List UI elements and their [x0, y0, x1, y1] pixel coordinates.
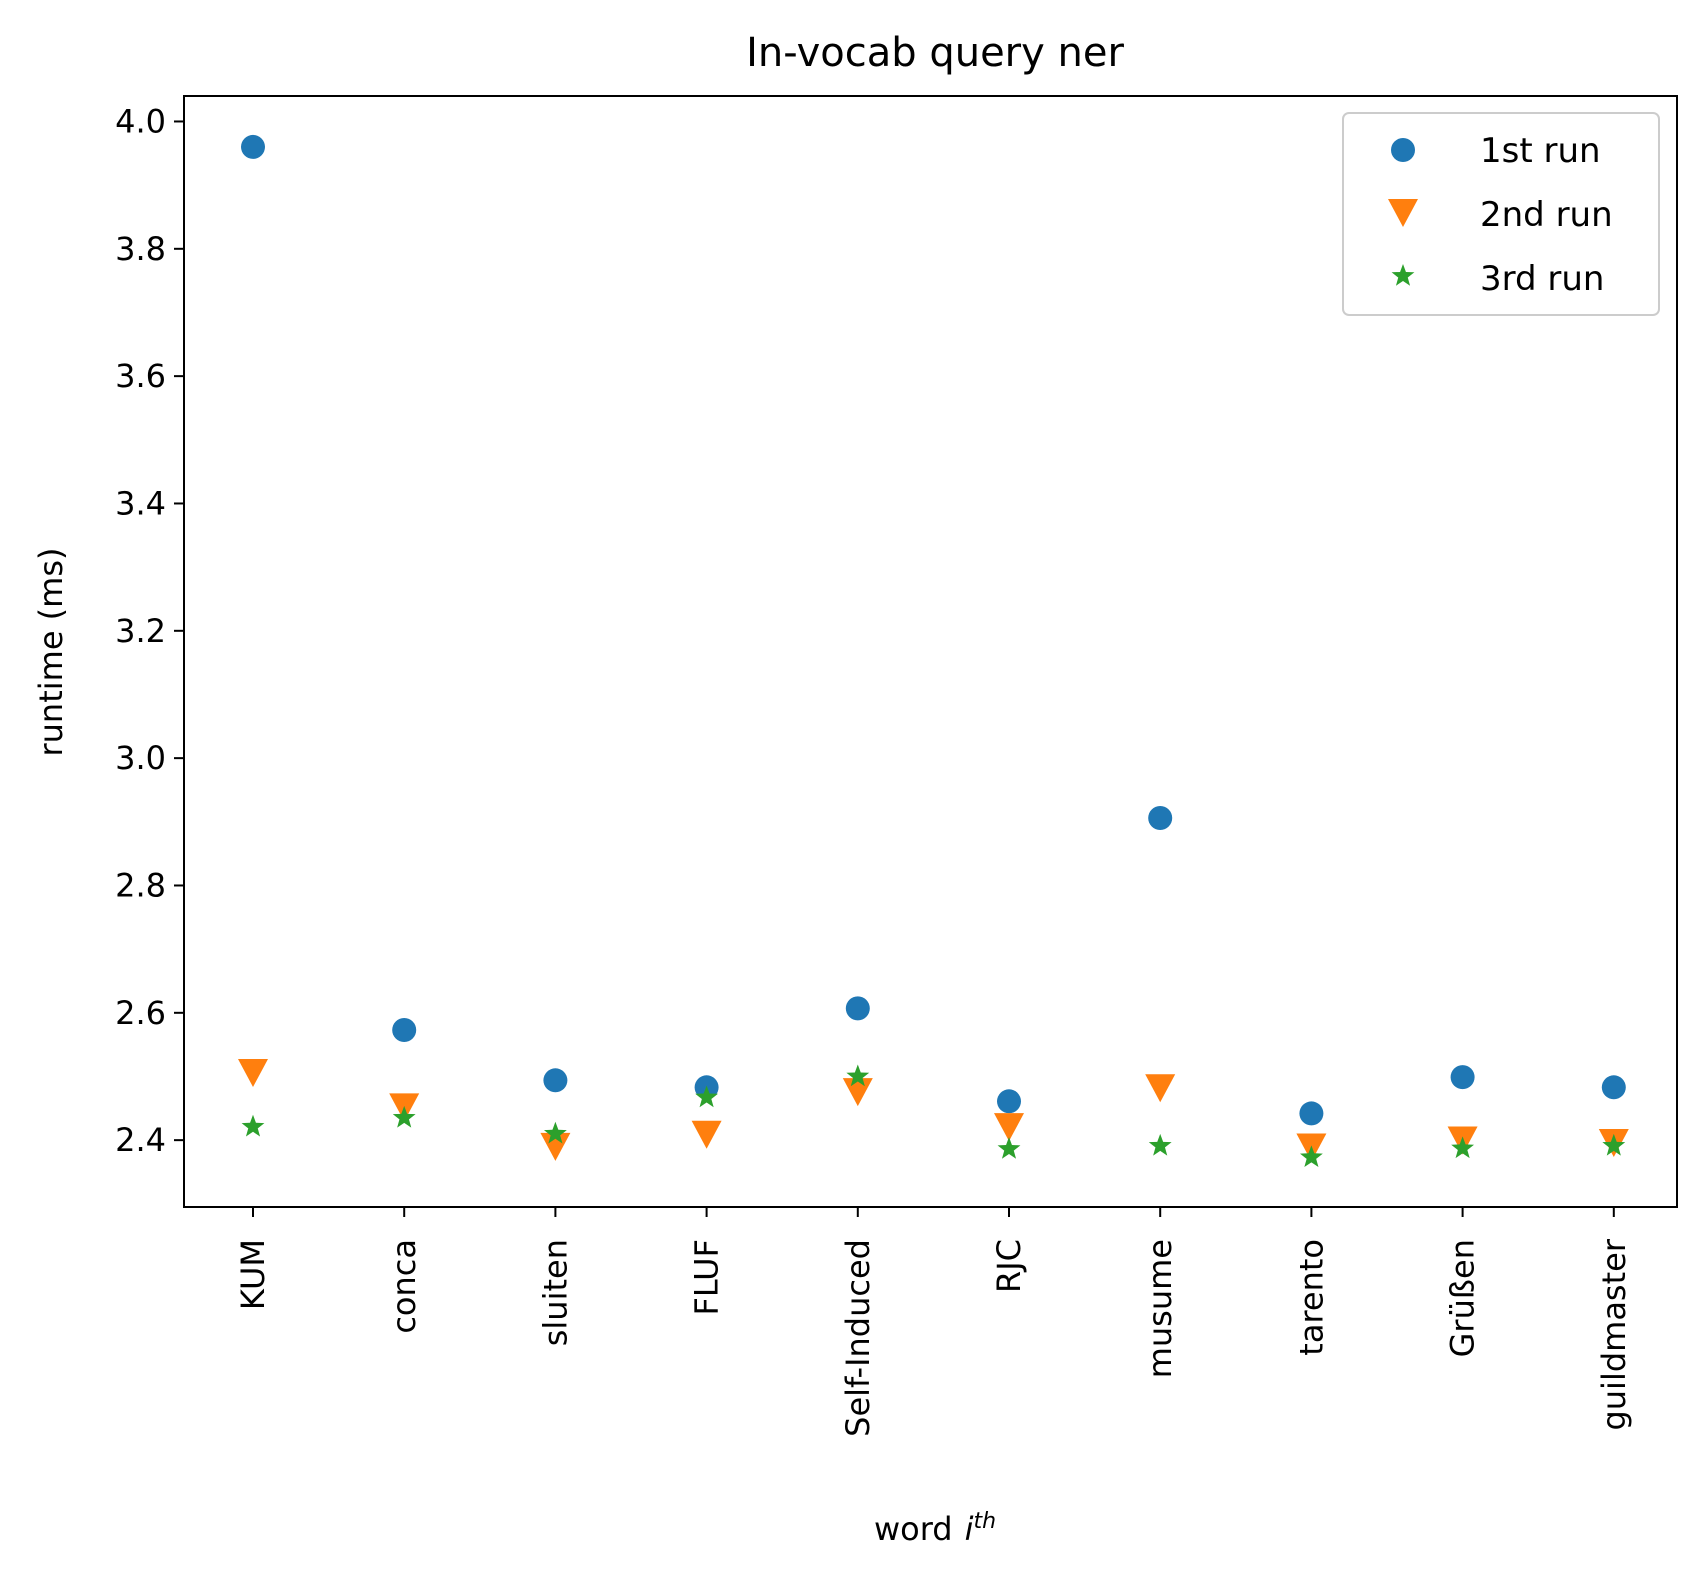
y-tick-label: 2.8	[115, 866, 166, 904]
legend-entry-2nd-run: 2nd run	[1388, 195, 1613, 235]
x-tick-label: tarento	[1292, 1239, 1330, 1356]
point-3rd-run-gr-en	[1451, 1136, 1475, 1159]
point-2nd-run-musume	[1145, 1074, 1176, 1103]
x-tick-label: conca	[385, 1239, 423, 1334]
point-1st-run-sluiten	[543, 1068, 568, 1093]
legend-entry-3rd-run: 3rd run	[1391, 259, 1604, 299]
point-3rd-run-tarento	[1299, 1145, 1323, 1168]
plot-frame	[183, 95, 1678, 1208]
x-tick-label: Self-Induced	[839, 1239, 877, 1437]
chart-title: In-vocab query ner	[746, 30, 1124, 76]
x-tick-label: guildmaster	[1595, 1238, 1633, 1430]
legend-marker-1st-run	[1391, 138, 1415, 162]
point-2nd-run-rjc	[994, 1113, 1024, 1142]
x-axis: KUM conca sluiten FLUF Self-Induced RJC musume…	[234, 1207, 1633, 1437]
point-2nd-run-kum	[238, 1059, 268, 1088]
point-1st-run-guildmaster	[1601, 1075, 1626, 1100]
point-1st-run-tarento	[1299, 1101, 1324, 1126]
point-3rd-run-conca	[392, 1105, 416, 1128]
point-3rd-run-kum	[241, 1114, 265, 1137]
x-axis-label: word ith	[874, 1509, 996, 1548]
point-1st-run-gr-en	[1450, 1065, 1475, 1090]
x-axis-label-word: word	[874, 1510, 953, 1548]
legend-entry-1st-run: 1st run	[1391, 131, 1601, 171]
point-3rd-run-sluiten	[543, 1121, 567, 1144]
legend-marker-2nd-run	[1388, 199, 1418, 227]
legend-box	[1342, 112, 1660, 316]
point-3rd-run-musume	[1148, 1133, 1172, 1156]
legend-marker-3rd-run	[1391, 264, 1415, 286]
point-3rd-run-self-induced	[846, 1064, 870, 1087]
x-tick-label: FLUF	[688, 1239, 726, 1315]
y-tick-label: 3.4	[115, 484, 166, 522]
x-tick-label: musume	[1141, 1239, 1179, 1378]
point-3rd-run-guildmaster	[1602, 1133, 1626, 1156]
point-1st-run-self-induced	[845, 996, 870, 1021]
x-tick-label: Grüßen	[1444, 1239, 1482, 1357]
x-axis-label-superscript: th	[973, 1509, 996, 1534]
point-3rd-run-rjc	[997, 1137, 1021, 1159]
point-2nd-run-sluiten	[540, 1132, 571, 1161]
point-1st-run-conca	[392, 1018, 417, 1043]
series-3rd-run	[241, 1064, 1626, 1168]
y-tick-label: 3.8	[115, 230, 166, 268]
point-1st-run-kum	[241, 134, 265, 159]
y-axis-label: runtime (ms)	[32, 548, 70, 757]
y-tick-label: 3.2	[115, 612, 166, 650]
y-tick-label: 2.4	[115, 1121, 166, 1159]
y-tick-label: 3.6	[115, 357, 166, 395]
y-tick-label: 3.0	[115, 739, 166, 777]
legend: 1st run 2nd run 3rd run	[1342, 112, 1660, 316]
point-1st-run-rjc	[997, 1089, 1021, 1114]
point-2nd-run-fluf	[691, 1120, 722, 1149]
y-tick-label: 2.6	[115, 994, 166, 1032]
point-2nd-run-self-induced	[842, 1078, 873, 1107]
series-1st-run	[241, 134, 1626, 1126]
x-axis-label-base: i	[965, 1510, 974, 1548]
point-3rd-run-fluf	[695, 1085, 719, 1108]
y-axis: 2.4 2.6 2.8 3.0 3.2 3.4 3.6 3.8 4.0	[115, 102, 184, 1159]
data-series	[238, 134, 1629, 1168]
legend-label-1st-run: 1st run	[1480, 131, 1601, 171]
legend-label-3rd-run: 3rd run	[1480, 259, 1604, 299]
y-tick-label: 4.0	[115, 102, 166, 140]
legend-label-2nd-run: 2nd run	[1480, 195, 1613, 235]
x-tick-label: RJC	[990, 1239, 1028, 1293]
x-tick-label: sluiten	[536, 1239, 574, 1346]
x-tick-label: KUM	[234, 1239, 272, 1310]
point-1st-run-musume	[1148, 805, 1173, 830]
